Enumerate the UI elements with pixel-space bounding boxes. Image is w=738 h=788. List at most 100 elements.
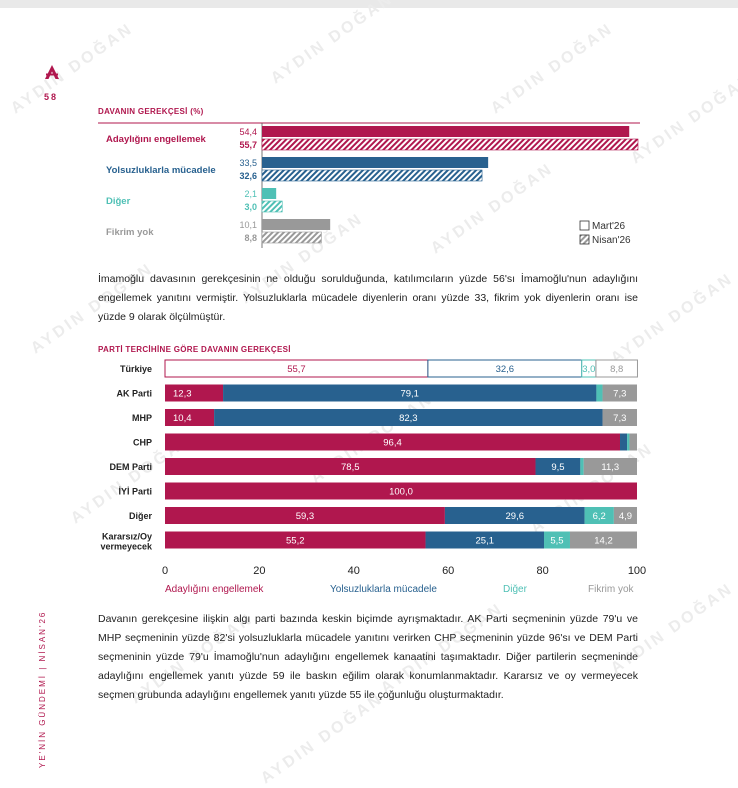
logo-icon — [45, 65, 59, 79]
chart2-row-label: AK Parti — [116, 389, 152, 399]
chart2-segment — [165, 384, 224, 402]
chart2-segment — [627, 433, 630, 451]
chart1-svg: Adaylığını engellemek 54,4 55,7 Yolsuzlukla… — [98, 122, 640, 248]
chart1-bar-nisan — [261, 231, 322, 244]
chart1-bar-nisan — [261, 200, 283, 213]
side-running-title: YE'NİN GÜNDEMİ | NİSAN'26 — [38, 610, 47, 768]
chart2-legend-label: Fikrim yok — [588, 584, 635, 595]
chart1-value-label: 54,4 — [239, 127, 257, 137]
chart2-title: PARTİ TERCİHİNE GÖRE DAVANIN GEREKÇESİ — [98, 345, 291, 354]
paragraph-1: İmamoğlu davasının gerekçesinin ne olduğ… — [98, 273, 638, 323]
chart2-row-label: Kararsız/Oy — [102, 532, 152, 542]
chart2-xtick-label: 40 — [348, 565, 360, 577]
legend-swatch-nisan — [579, 234, 590, 245]
chart2-value-label: 7,3 — [613, 389, 626, 400]
chart1-bar-mart — [262, 126, 630, 137]
chart2-segment — [602, 409, 637, 426]
chart2-xtick-label: 20 — [253, 565, 265, 577]
chart2-row-label: vermeyecek — [100, 542, 153, 552]
chart2-segment — [602, 384, 637, 402]
chart2-segment — [165, 409, 215, 426]
chart2-segment — [165, 458, 536, 475]
chart2-segment — [544, 531, 570, 549]
chart1-value-label: 3,0 — [244, 202, 257, 212]
chart1-category-label: Fikrim yok — [106, 227, 154, 238]
chart2-segment — [214, 409, 603, 426]
chart2-segment — [165, 433, 621, 451]
chart2-value-label: 55,7 — [287, 364, 306, 375]
chart2-segment — [584, 507, 614, 524]
chart1-category-label: Adaylığını engellemek — [106, 134, 206, 145]
chart2-value-label: 100,0 — [389, 487, 413, 498]
chart2-value-label: 10,4 — [173, 413, 192, 424]
chart1-bar-nisan — [261, 138, 639, 151]
chart2-legend-label: Yolsuzluklarla mücadele — [330, 584, 437, 595]
chart2-value-label: 78,5 — [341, 462, 360, 473]
chart2-row-label: Diğer — [129, 511, 153, 521]
chart2-value-label: 14,2 — [594, 536, 613, 547]
legend-label-mart: Mart'26 — [592, 221, 625, 232]
chart1-value-label: 32,6 — [239, 171, 257, 181]
chart2-xtick-label: 60 — [442, 565, 454, 577]
chart2-row-label: İYİ Parti — [118, 487, 152, 497]
chart2-segment — [535, 458, 581, 475]
chart2-segment — [620, 433, 628, 451]
chart2-value-label: 6,2 — [593, 511, 606, 522]
chart2-segment — [613, 507, 637, 524]
chart2-value-label: 7,3 — [613, 413, 626, 424]
chart1-value-label: 10,1 — [239, 220, 257, 230]
chart1-value-label: 55,7 — [239, 140, 257, 150]
chart1-value-label: 2,1 — [244, 189, 257, 199]
chart2-xtick-label: 80 — [536, 565, 548, 577]
top-bar — [0, 0, 738, 8]
chart2-value-label: 29,6 — [506, 511, 525, 522]
chart2-value-label: 3,0 — [582, 364, 595, 375]
chart1-bar-mart — [262, 188, 277, 199]
chart2-value-label: 11,3 — [601, 462, 619, 473]
chart2-xtick-label: 0 — [162, 565, 168, 577]
chart1-category-label: Yolsuzluklarla mücadele — [106, 165, 216, 176]
chart2-legend-label: Diğer — [503, 584, 528, 595]
chart2-value-label: 9,5 — [551, 462, 564, 473]
chart2-value-label: 4,9 — [619, 511, 632, 522]
chart2-value-label: 96,4 — [383, 438, 402, 449]
chart2-value-label: 5,5 — [550, 536, 563, 547]
chart2-value-label: 32,6 — [496, 364, 515, 375]
chart2-segment — [596, 384, 603, 402]
chart2-segment — [165, 482, 637, 500]
chart1-bar-mart — [262, 157, 489, 168]
chart2-segment — [165, 531, 426, 549]
chart2-value-label: 59,3 — [296, 511, 315, 522]
chart2-segment — [629, 433, 637, 451]
chart2-row-label: MHP — [132, 413, 152, 423]
chart1-value-label: 8,8 — [244, 233, 257, 243]
chart2-value-label: 55,2 — [286, 536, 305, 547]
chart2-value-label: 25,1 — [476, 536, 495, 547]
chart2-row-label: CHP — [133, 438, 152, 448]
chart2-svg: Türkiye 55,7 32,6 3,0 8,8 AK Parti 12,3 79,1 7,3… — [100, 359, 646, 595]
chart2-segment — [569, 531, 637, 549]
chart2-row-label: DEM Parti — [109, 462, 152, 472]
chart1-value-label: 33,5 — [239, 158, 257, 168]
chart1-bar-nisan — [261, 169, 483, 182]
chart2-value-label: 8,8 — [610, 364, 623, 375]
chart1-bar-mart — [262, 219, 331, 230]
chart2-segment — [583, 458, 637, 475]
chart1-category-label: Diğer — [106, 196, 131, 207]
page-number: 58 — [44, 92, 59, 102]
chart2-segment — [595, 359, 638, 378]
paragraph-2: Davanın gerekçesine ilişkin algı parti b… — [98, 613, 638, 701]
chart2-row-label: Türkiye — [120, 364, 152, 374]
chart2-segment — [223, 384, 597, 402]
chart2-segment — [580, 458, 584, 475]
chart2-segment — [425, 531, 545, 549]
legend-label-nisan: Nisan'26 — [592, 235, 631, 246]
chart2-legend-label: Adaylığını engellemek — [165, 584, 264, 595]
chart2-xtick-label: 100 — [628, 565, 646, 577]
legend-swatch-mart — [579, 220, 590, 231]
chart2-value-label: 79,1 — [400, 389, 419, 400]
chart2-segment — [165, 507, 445, 524]
chart2-value-label: 82,3 — [399, 413, 418, 424]
chart2-segment — [444, 507, 585, 524]
chart1-title: DAVANIN GEREKÇESİ (%) — [98, 107, 204, 116]
